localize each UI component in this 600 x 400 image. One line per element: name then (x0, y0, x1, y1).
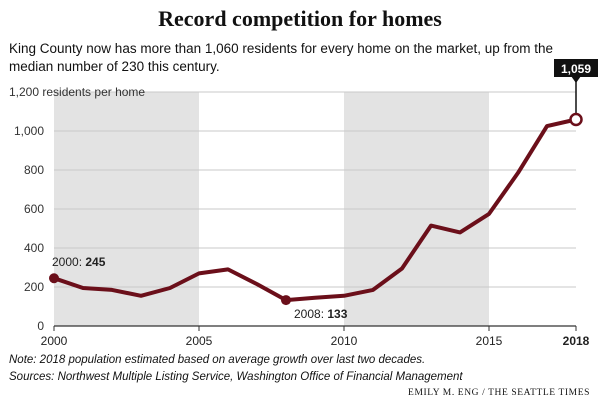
y-tick-label: 1,000 (14, 124, 44, 138)
end-point-marker (569, 112, 583, 127)
annotation-value: 245 (85, 255, 105, 269)
x-tick-label: 2005 (186, 334, 213, 348)
annotation-year: 2008: (294, 307, 327, 321)
point-annotation: 2000: 245 (52, 255, 106, 269)
point-annotation: 2008: 133 (294, 307, 348, 321)
y-tick-label: 800 (24, 163, 44, 177)
x-tick-label: 2010 (331, 334, 358, 348)
y-tick-label: 400 (24, 241, 44, 255)
callout-label: 1,059 (561, 62, 591, 76)
chart-subtitle: King County now has more than 1,060 resi… (9, 41, 554, 74)
callout-pointer (571, 76, 581, 83)
annotation-value: 133 (327, 307, 347, 321)
y-tick-label: 600 (24, 202, 44, 216)
point-marker (49, 273, 59, 284)
x-tick-label: 2000 (41, 334, 68, 348)
y-tick-label-top: 1,200 (9, 85, 39, 99)
y-tick-label: 0 (37, 319, 44, 333)
x-tick-label: 2015 (476, 334, 503, 348)
chart-title: Record competition for homes (158, 6, 442, 31)
y-tick-label: 200 (24, 280, 44, 294)
y-tick-label: 1,200 residents per home (9, 85, 145, 99)
point-marker (281, 295, 291, 306)
x-tick-label: 2018 (563, 334, 590, 348)
callout-box (554, 59, 598, 77)
annotation-year: 2000: (52, 255, 85, 269)
chart-credit: EMILY M. ENG / THE SEATTLE TIMES (408, 388, 590, 398)
series-line (52, 117, 578, 303)
chart-note: Note: 2018 population estimated based on… (9, 354, 426, 366)
y-axis-unit: residents per home (39, 85, 145, 99)
chart-sources: Sources: Northwest Multiple Listing Serv… (9, 371, 463, 383)
